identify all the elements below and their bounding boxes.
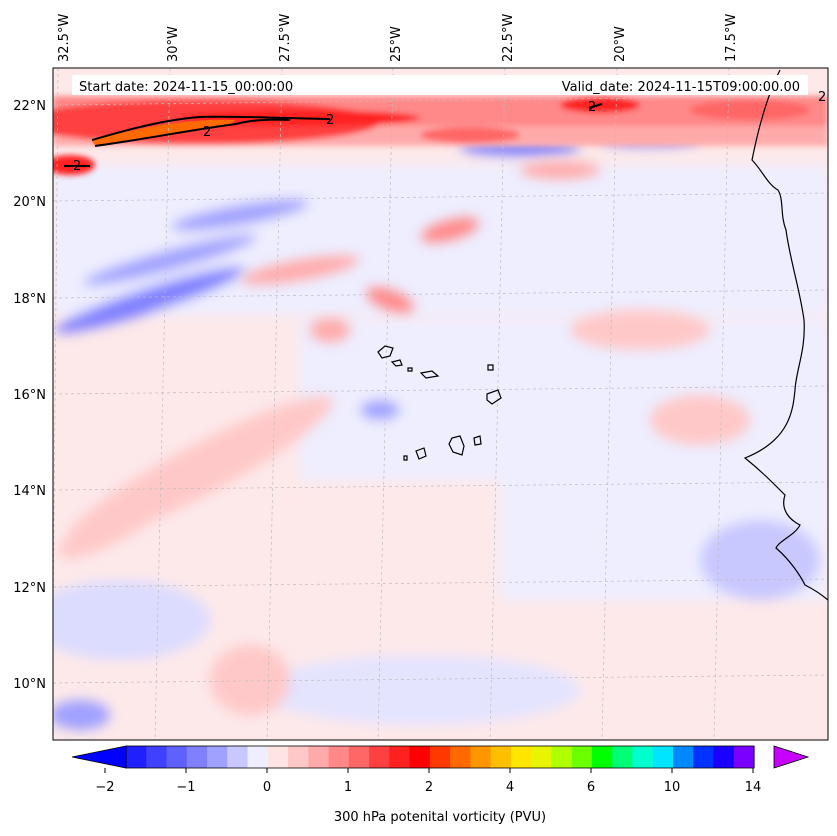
colorbar-cell <box>490 746 512 768</box>
colorbar-cell <box>207 746 228 768</box>
colorbar-tick-label: −2 <box>95 780 114 795</box>
map-frame <box>52 67 829 741</box>
colorbar: −2 −1 0 1 2 4 6 10 14 300 hPa potenital … <box>71 745 810 825</box>
lon-label: 20°W <box>613 26 628 62</box>
colorbar-cell <box>450 746 471 768</box>
colorbar-cell <box>429 746 451 768</box>
lat-label: 20°N <box>13 195 46 210</box>
colorbar-cell <box>733 746 755 768</box>
colorbar-cell <box>267 746 289 768</box>
africa-coastline <box>743 69 828 601</box>
colorbar-cell <box>166 746 188 768</box>
colorbar-cell <box>409 746 431 768</box>
map-panel: 2 2 2 2 2 <box>53 68 828 740</box>
colorbar-cell <box>146 746 168 768</box>
contour-label: 2 <box>818 90 826 105</box>
colorbar-cell <box>288 746 309 768</box>
contour-label: 2 <box>588 100 596 115</box>
lat-label: 16°N <box>13 388 46 403</box>
colorbar-cells <box>126 746 755 768</box>
colorbar-tick-label: 2 <box>425 780 433 795</box>
valid-date: Valid_date: 2024-11-15T09:00:00.00 <box>562 80 800 95</box>
colorbar-tick-label: 4 <box>506 780 514 795</box>
colorbar-tick-label: 0 <box>263 780 271 795</box>
colorbar-ticks <box>104 768 754 773</box>
pv-high-regions <box>58 161 750 715</box>
colorbar-cell <box>186 746 208 768</box>
colorbar-label: 300 hPa potenital vorticity (PVU) <box>334 810 546 825</box>
cape-verde-islands <box>377 345 502 461</box>
colorbar-cell <box>389 746 411 768</box>
colorbar-cell <box>652 746 674 768</box>
pv-max-core <box>92 119 235 146</box>
longitude-labels: 32.5°W 30°W 27.5°W 25°W 22.5°W 20°W 17.5… <box>57 14 739 62</box>
colorbar-cell <box>551 746 573 768</box>
colorbar-cell <box>348 746 370 768</box>
colorbar-extend-min <box>71 745 127 769</box>
lon-label: 17.5°W <box>724 14 739 62</box>
colorbar-cell <box>369 746 390 768</box>
colorbar-cell <box>227 746 249 768</box>
lon-label: 27.5°W <box>278 14 293 62</box>
date-banner <box>72 75 808 95</box>
colorbar-tick-label: 14 <box>745 780 762 795</box>
graticule <box>53 68 828 740</box>
colorbar-cell <box>713 746 735 768</box>
colorbar-cell <box>328 746 350 768</box>
lat-label: 18°N <box>13 292 46 307</box>
lon-label: 30°W <box>166 26 181 62</box>
colorbar-cell <box>672 746 694 768</box>
colorbar-cell <box>247 746 269 768</box>
lat-label: 22°N <box>13 99 46 114</box>
colorbar-cell <box>571 746 593 768</box>
colorbar-cell <box>308 746 330 768</box>
colorbar-cell <box>510 746 532 768</box>
colorbar-cell <box>612 746 634 768</box>
pv-2-contour <box>64 103 603 167</box>
lon-label: 32.5°W <box>57 14 72 62</box>
contour-label: 2 <box>326 113 334 128</box>
contour-label: 2 <box>73 159 81 174</box>
colorbar-tick-label: 6 <box>587 780 595 795</box>
start-date: Start date: 2024-11-15_00:00:00 <box>79 80 293 95</box>
lon-label: 22.5°W <box>501 14 516 62</box>
contour-label: 2 <box>203 125 211 140</box>
latitude-labels: 22°N 20°N 18°N 16°N 14°N 12°N 10°N <box>13 99 46 692</box>
colorbar-cell <box>591 746 613 768</box>
colorbar-cell <box>531 746 553 768</box>
colorbar-cell <box>470 746 492 768</box>
lat-label: 12°N <box>13 581 46 596</box>
colorbar-tick-label: 1 <box>344 780 352 795</box>
colorbar-tick-label: 10 <box>664 780 681 795</box>
colorbar-cell <box>693 746 715 768</box>
lat-label: 10°N <box>13 677 46 692</box>
colorbar-tick-label: −1 <box>176 780 195 795</box>
colorbar-cell <box>632 746 654 768</box>
colorbar-cell <box>126 746 147 768</box>
colorbar-extend-max <box>773 745 810 769</box>
lon-label: 25°W <box>389 26 404 62</box>
lat-label: 14°N <box>13 484 46 499</box>
